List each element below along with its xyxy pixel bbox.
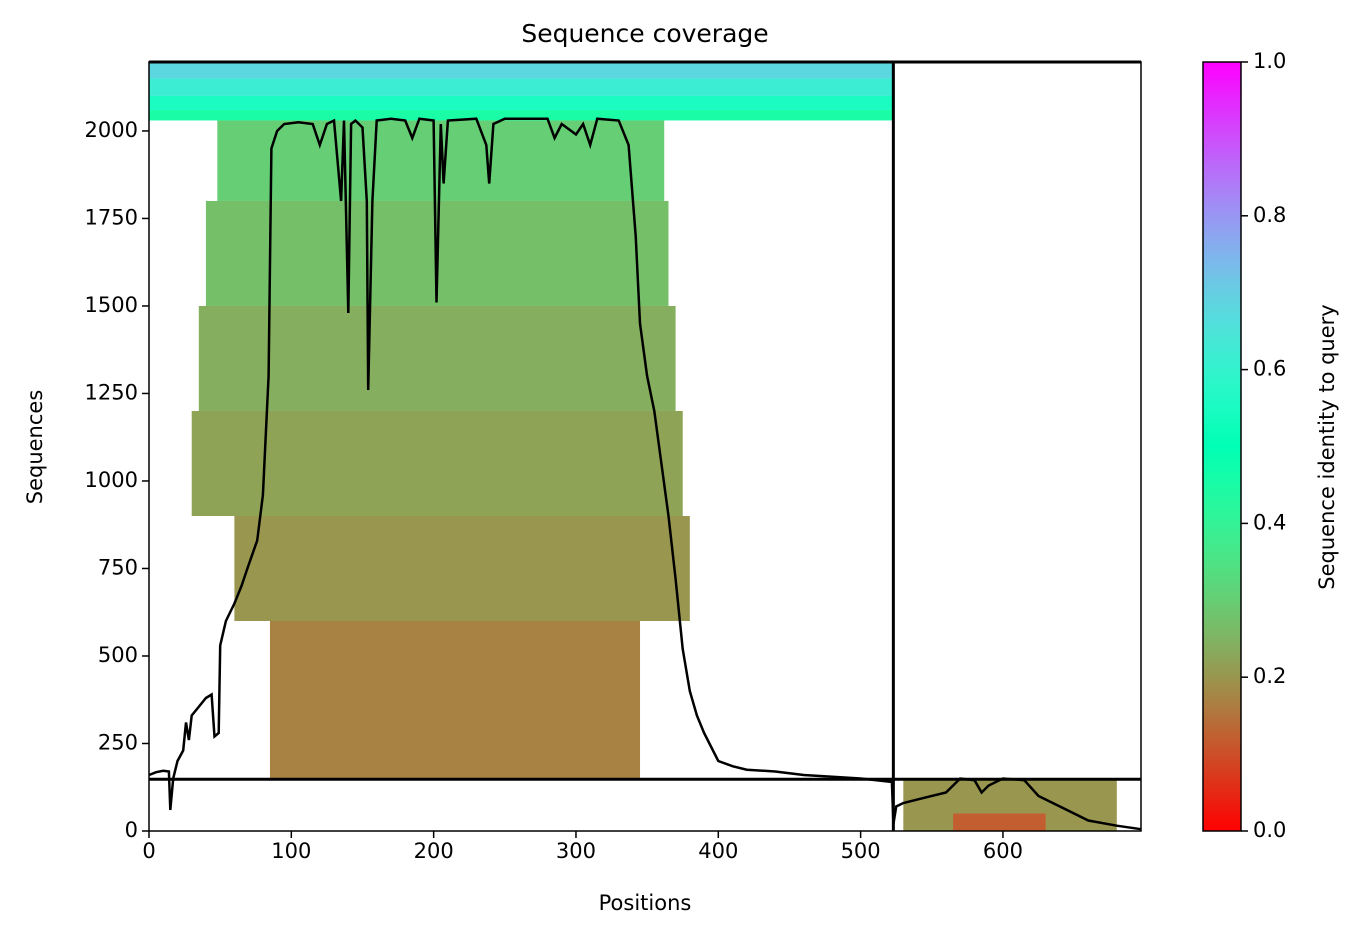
colorbar-tick-label: 0.8 [1253,203,1286,227]
coverage-line [148,117,1142,831]
coverage-block [234,515,690,621]
y-tick-label: 750 [98,555,138,579]
x-tick-label: 400 [698,839,738,863]
colorbar-label: Sequence identity to query [1315,304,1339,589]
coverage-block [198,305,676,411]
coverage-block [149,62,894,79]
x-tick-label: 300 [556,839,596,863]
coverage-block [149,78,894,96]
colorbar-tick-label: 0.0 [1253,818,1286,842]
chart-title: Sequence coverage [521,19,768,48]
x-tick-label: 200 [414,839,454,863]
y-tick-label: 1500 [85,293,138,317]
coverage-block [953,813,1046,831]
x-axis-label: Positions [599,891,692,915]
y-tick-label: 0 [125,818,138,842]
y-tick-label: 500 [98,643,138,667]
plot-frame [148,61,1142,832]
coverage-block [191,410,683,516]
x-tick-label: 0 [142,839,155,863]
coverage-block [149,109,894,121]
x-tick-label: 100 [271,839,311,863]
y-axis-label: Sequences [23,390,47,505]
x-tick-label: 500 [841,839,881,863]
y-tick-label: 1250 [85,380,138,404]
y-tick-label: 1750 [85,205,138,229]
coverage-block [269,620,641,780]
colorbar-tick-label: 0.6 [1253,357,1286,381]
colorbar [1202,61,1242,832]
colorbar-tick-label: 0.2 [1253,664,1286,688]
colorbar-tick-label: 1.0 [1253,49,1286,73]
x-tick-label: 600 [983,839,1023,863]
y-tick-label: 250 [98,730,138,754]
coverage-block [149,95,894,110]
y-tick-label: 1000 [85,468,138,492]
y-tick-label: 2000 [85,118,138,142]
colorbar-tick-label: 0.4 [1253,510,1286,534]
